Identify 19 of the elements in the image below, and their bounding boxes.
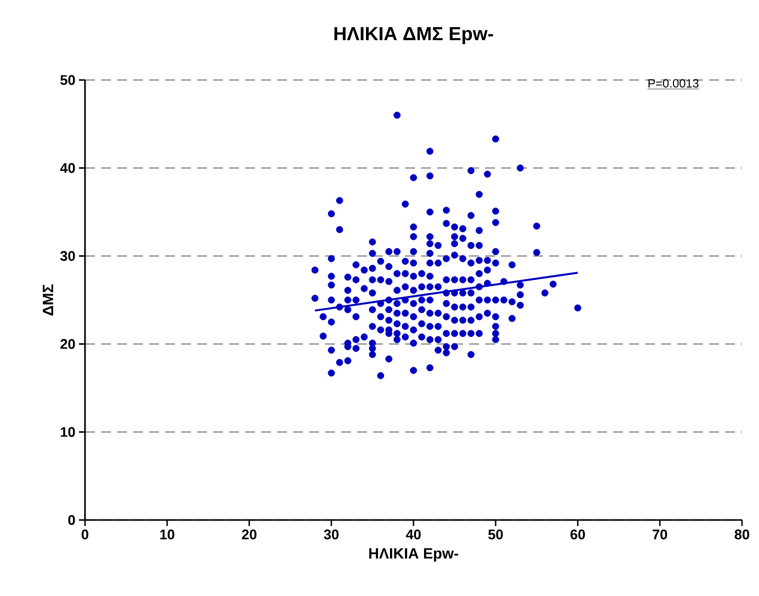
x-tick-label: 40 — [406, 530, 421, 540]
x-tick-label: 30 — [324, 530, 339, 540]
y-tick-label: 10 — [60, 427, 75, 437]
y-tick-label: 20 — [60, 339, 75, 349]
annotation: P=0.0013 — [648, 79, 699, 88]
x-tick-label: 50 — [488, 530, 503, 540]
x-tick-label: 70 — [652, 530, 668, 540]
y-axis-title: ΔΜΣ — [42, 284, 54, 316]
y-tick-label: 30 — [60, 251, 75, 261]
y-tick-label: 50 — [60, 75, 75, 85]
x-tick-label: 60 — [570, 530, 585, 540]
x-axis-title: ΗΛΙΚΙΑ Epw- — [369, 548, 458, 562]
x-tick-label: 20 — [242, 530, 256, 540]
chart-title: ΗΛΙΚΙΑ ΔΜΣ Epw- — [334, 27, 494, 44]
x-tick-label: 10 — [160, 530, 174, 540]
x-tick-label: 0 — [82, 530, 88, 540]
x-tick-label: 80 — [734, 530, 750, 540]
y-tick-label: 0 — [68, 515, 75, 525]
y-tick-label: 40 — [60, 163, 75, 173]
